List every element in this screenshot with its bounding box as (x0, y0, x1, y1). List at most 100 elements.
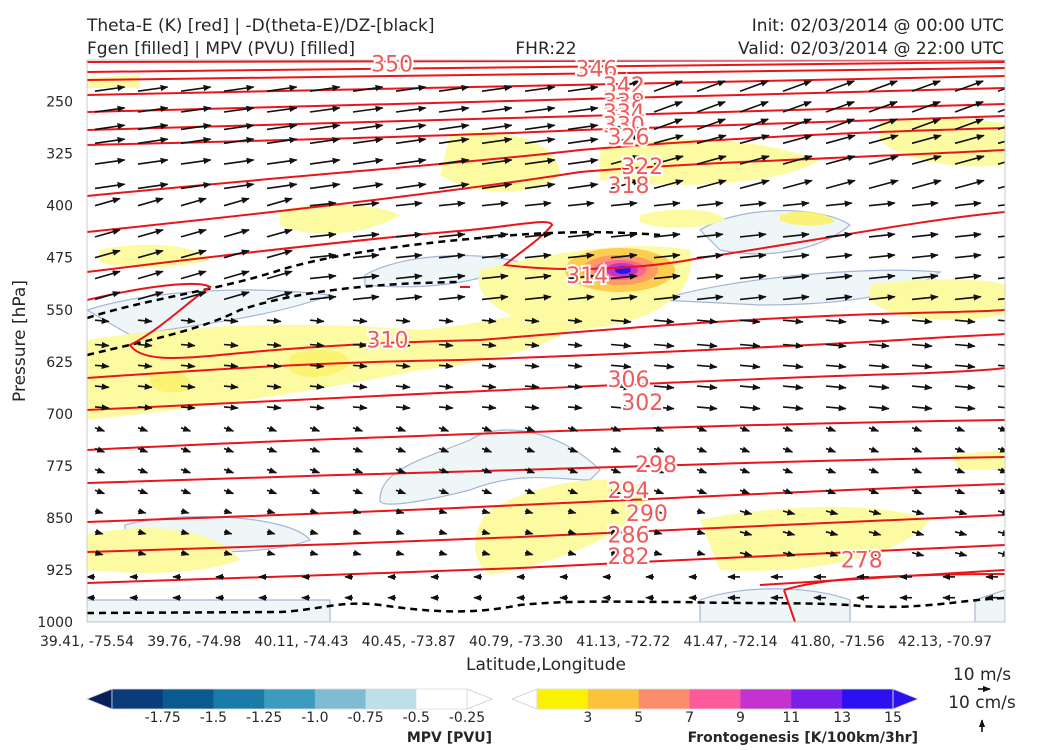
wind-vector (868, 155, 899, 165)
wind-vector (524, 273, 552, 280)
wind-vector (352, 200, 380, 207)
wind-vector (739, 363, 761, 370)
wind-vector (782, 273, 810, 280)
wind-vector (309, 549, 319, 556)
fgen-colorbar-label: Frontogenesis [K/100km/3hr] (688, 730, 918, 746)
wind-vector (825, 80, 855, 92)
wind-vector (653, 342, 675, 349)
x-tick-label: 40.79, -73.30 (469, 634, 563, 650)
wind-vector (782, 446, 794, 453)
wind-vector (137, 404, 153, 411)
wind-vector (266, 123, 298, 131)
wind-vector (825, 231, 853, 239)
wind-vector (696, 200, 724, 207)
wind-vector (180, 270, 207, 280)
wind-vector (782, 294, 810, 301)
wind-vector (825, 294, 853, 301)
wind-vector (481, 123, 513, 131)
wind-vector (481, 528, 491, 536)
wind-vector (653, 294, 681, 301)
wind-vector (954, 134, 985, 145)
y-tick-label: 775 (46, 459, 73, 475)
wind-vector (352, 446, 364, 453)
wind-vector (911, 118, 941, 131)
colorbar-extend-low (85, 688, 113, 710)
wind-vector (567, 84, 599, 92)
wind-vector (223, 362, 239, 370)
theta-e-label: 326 (607, 125, 649, 150)
wind-vector (782, 80, 812, 92)
wind-vector (524, 528, 534, 536)
wind-vector (739, 134, 770, 145)
theta-e-label: 334 (603, 101, 645, 126)
wind-vector (825, 155, 856, 165)
wind-vector (868, 488, 880, 495)
wind-vector (94, 197, 121, 207)
wind-vector (266, 425, 278, 432)
wind-vector (395, 383, 411, 390)
wind-vector (137, 270, 164, 280)
wind-vector (94, 404, 110, 411)
theta-e-label: 318 (607, 174, 649, 199)
wind-vector (610, 134, 641, 145)
wind-vector (610, 200, 638, 207)
colorbar-extend-high (892, 688, 920, 710)
wind-vector (567, 488, 579, 495)
wind-vector (395, 508, 405, 515)
wind-vector (954, 425, 966, 432)
wind-vector (567, 467, 579, 474)
wind-vector (911, 80, 941, 92)
wind-vector (610, 342, 632, 349)
wind-vector (438, 508, 448, 515)
wind-vector (782, 363, 804, 370)
wind-vector (352, 467, 364, 474)
wind-vector (954, 155, 985, 165)
y-tick-label: 700 (46, 407, 73, 423)
wind-vector (997, 204, 1005, 207)
wind-vector (868, 509, 882, 516)
wind-vector (438, 105, 470, 113)
wind-vector (180, 467, 192, 474)
wind-vector (223, 317, 239, 324)
wind-vector (137, 467, 149, 474)
wind-vector (696, 425, 708, 432)
wind-vector (610, 118, 640, 131)
wind-vector (438, 84, 470, 92)
wind-vector (438, 273, 466, 280)
wind-vector (782, 467, 794, 474)
wind-vector (782, 425, 794, 432)
wind-vector (481, 182, 513, 190)
wind-vector (954, 179, 985, 190)
wind-vector (352, 84, 384, 92)
theta-e-label: 338 (603, 91, 645, 116)
wind-vector (524, 341, 540, 349)
wind-vector (653, 134, 684, 145)
wind-vector (739, 529, 753, 537)
wind-vector (309, 157, 341, 165)
wind-vector (223, 105, 255, 113)
theta-e-label: 278 (841, 549, 883, 574)
wind-vector (696, 179, 727, 190)
wind-vector (653, 318, 675, 325)
wind-vector (782, 252, 810, 259)
wind-vector (739, 252, 767, 259)
wind-vector (954, 294, 982, 301)
wind-vector (696, 549, 706, 556)
wind-vector (997, 509, 1005, 516)
wind-vector (567, 549, 577, 556)
wind-vector (911, 425, 923, 432)
wind-vector (94, 291, 121, 301)
wind-vector (395, 200, 423, 207)
wind-vector (481, 231, 509, 239)
wind-vector (782, 488, 794, 495)
wind-vector (266, 317, 282, 324)
y-tick-label: 475 (46, 251, 73, 267)
wind-vector (524, 231, 552, 239)
colorbar-tick-label: 3 (583, 710, 592, 726)
wind-vector (997, 256, 1005, 259)
wind-vector (438, 446, 450, 453)
wind-vector (524, 425, 536, 432)
wind-vector (438, 362, 454, 370)
wind-vector (696, 467, 708, 474)
wind-vector (825, 318, 847, 325)
